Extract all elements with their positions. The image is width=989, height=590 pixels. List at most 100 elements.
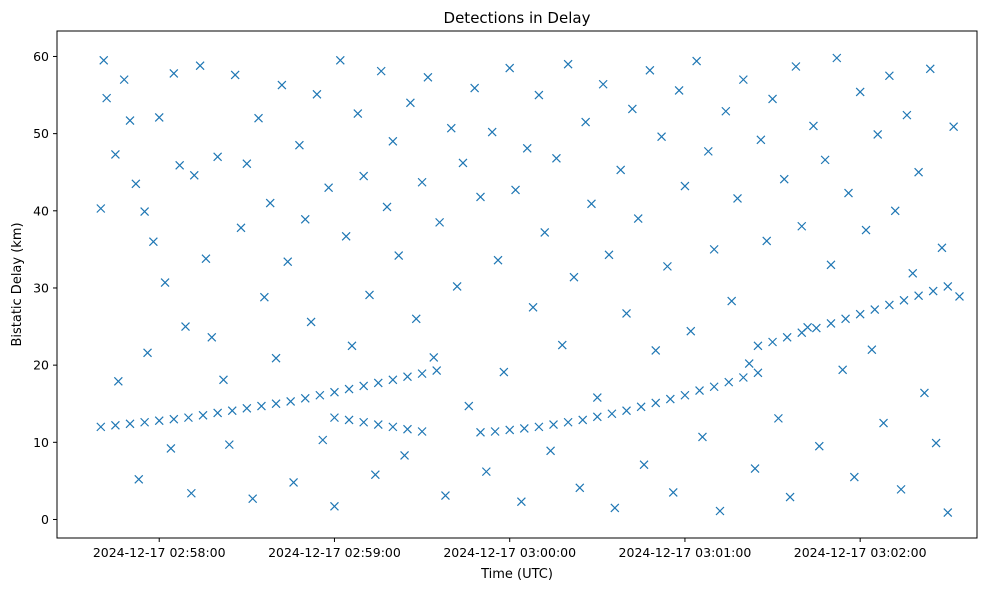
data-point — [271, 353, 281, 363]
data-point — [458, 158, 468, 168]
y-tick-label: 10 — [33, 435, 49, 450]
data-point — [622, 309, 631, 318]
data-point — [733, 194, 742, 203]
data-point — [110, 150, 120, 159]
data-point — [890, 206, 900, 216]
data-point — [140, 207, 150, 216]
data-point — [578, 415, 588, 425]
data-point — [841, 314, 850, 324]
data-point — [695, 386, 704, 396]
data-point — [581, 117, 591, 127]
data-point — [125, 419, 135, 429]
data-point — [236, 223, 246, 233]
data-point — [744, 359, 754, 369]
data-point — [884, 71, 894, 81]
data-point — [698, 432, 707, 442]
data-point — [534, 422, 544, 432]
data-point — [557, 340, 567, 350]
data-point — [213, 152, 223, 162]
data-point — [224, 440, 234, 450]
data-point — [505, 425, 515, 435]
data-point — [476, 192, 485, 202]
data-point — [242, 403, 252, 413]
data-point — [417, 369, 427, 379]
data-point — [908, 268, 918, 278]
data-point — [110, 420, 120, 430]
data-point — [607, 409, 617, 419]
data-point — [753, 341, 763, 351]
data-point — [411, 314, 421, 324]
data-point — [405, 98, 415, 108]
data-point — [300, 393, 310, 403]
data-point — [762, 236, 772, 246]
data-point — [487, 127, 497, 137]
data-point — [709, 382, 719, 392]
x-tick-label: 2024-12-17 03:01:00 — [619, 545, 752, 560]
data-point — [403, 372, 412, 382]
data-point — [937, 243, 947, 253]
data-point — [315, 390, 325, 400]
data-point — [855, 309, 865, 319]
y-tick-label: 60 — [33, 49, 49, 64]
y-tick-label: 20 — [33, 358, 49, 373]
data-point — [811, 323, 821, 333]
data-point — [505, 63, 515, 73]
data-point — [154, 113, 164, 122]
data-point — [359, 171, 369, 181]
data-point — [417, 177, 427, 187]
data-point — [849, 472, 859, 482]
data-points — [96, 53, 964, 517]
data-point — [552, 153, 561, 163]
data-point — [169, 414, 179, 424]
data-point — [943, 508, 953, 517]
data-point — [490, 427, 500, 436]
data-point — [347, 341, 357, 351]
data-point — [826, 260, 836, 270]
data-point — [797, 221, 807, 231]
y-axis: 0 10 20 30 40 50 60 — [33, 49, 57, 527]
data-point — [955, 292, 964, 301]
data-point — [511, 185, 520, 195]
data-point — [803, 322, 813, 332]
y-tick-label: 0 — [41, 512, 49, 527]
data-point — [668, 488, 678, 497]
data-point — [727, 296, 737, 306]
data-point — [394, 251, 404, 260]
data-point — [400, 451, 409, 460]
data-point — [540, 227, 550, 237]
data-point — [592, 412, 602, 422]
data-point — [549, 420, 558, 429]
data-point — [470, 83, 480, 93]
data-point — [914, 167, 924, 177]
x-axis: 2024-12-17 02:58:00 2024-12-17 02:59:00 20… — [93, 538, 927, 560]
data-point — [820, 155, 830, 165]
data-point — [213, 408, 223, 418]
data-point — [230, 70, 240, 80]
data-point — [365, 290, 374, 300]
data-point — [219, 375, 228, 385]
data-point — [651, 346, 661, 355]
data-point — [464, 401, 474, 411]
data-point — [254, 113, 263, 123]
data-point — [186, 488, 196, 498]
data-point — [160, 278, 170, 287]
data-point — [388, 136, 398, 146]
data-point — [476, 427, 485, 437]
data-point — [645, 65, 655, 75]
data-point — [344, 415, 354, 425]
data-point — [277, 80, 287, 90]
data-point — [289, 478, 298, 487]
data-point — [592, 393, 602, 402]
data-point — [665, 394, 675, 404]
data-point — [879, 418, 888, 428]
data-point — [102, 93, 112, 103]
data-point — [931, 438, 941, 448]
data-point — [417, 427, 427, 436]
data-point — [657, 132, 666, 142]
data-point — [782, 332, 792, 342]
data-point — [370, 470, 380, 480]
y-tick-label: 30 — [33, 280, 49, 295]
data-point — [914, 291, 924, 301]
data-point — [721, 106, 731, 116]
data-point — [768, 337, 777, 347]
